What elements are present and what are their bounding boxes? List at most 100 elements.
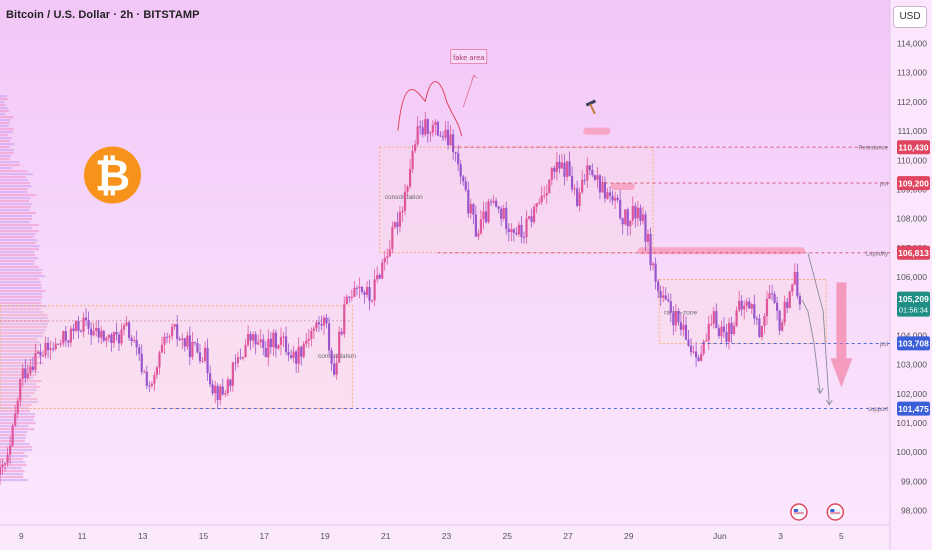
candle-body — [459, 164, 462, 177]
volume-profile-bar — [0, 392, 36, 395]
volume-profile-bar — [0, 353, 42, 356]
candle-body — [84, 317, 88, 321]
candle-body — [416, 126, 419, 145]
candle-body — [153, 374, 156, 384]
projection-path — [801, 299, 821, 394]
candle-body — [305, 340, 308, 344]
price-axis-background — [890, 0, 932, 550]
volume-profile-bar — [0, 200, 29, 203]
candle-body — [507, 228, 510, 233]
volume-profile-bar — [0, 218, 33, 221]
volume-profile-bar — [0, 221, 30, 224]
candle-body — [426, 119, 429, 134]
volume-profile-bar — [0, 461, 25, 464]
candle-body — [229, 379, 232, 386]
candle-body — [540, 195, 543, 203]
candle-body — [295, 351, 298, 364]
candle-body — [14, 413, 17, 426]
currency-button[interactable]: USD — [893, 6, 927, 28]
flag-canton — [793, 509, 798, 512]
volume-profile-bar — [0, 395, 32, 398]
candle-body — [252, 334, 255, 341]
candle-body — [684, 324, 688, 340]
candle-body — [292, 351, 295, 358]
candle-body — [406, 186, 409, 192]
candle-body — [196, 343, 199, 353]
volume-profile-bar — [0, 170, 28, 173]
candle-body — [358, 286, 361, 289]
candle-body — [168, 336, 171, 338]
candle-body — [277, 344, 280, 349]
x-tick-label: 23 — [442, 531, 452, 541]
candle-body — [705, 340, 708, 342]
candle-body — [249, 334, 252, 341]
volume-profile-bar — [0, 356, 43, 359]
candle-body — [322, 317, 326, 326]
candle-body — [383, 258, 386, 263]
fake-area-box — [450, 49, 488, 64]
level-label: support — [868, 407, 888, 413]
price-label-box — [897, 401, 930, 416]
candle-body — [677, 311, 680, 323]
volume-profile-bar — [0, 179, 29, 182]
volume-profile-bar — [0, 254, 36, 257]
candle-body — [634, 206, 637, 219]
volume-profile-bar — [0, 131, 13, 134]
countdown-text: 01:56:34 — [899, 306, 928, 315]
candle-body — [639, 207, 642, 221]
candle-body — [791, 284, 794, 292]
candle-body — [497, 206, 500, 209]
candle-body — [183, 338, 186, 347]
volume-profile-bar — [0, 371, 39, 374]
volume-profile-bar — [0, 188, 28, 191]
candle-body — [257, 342, 260, 345]
candle-body — [745, 301, 748, 306]
candle-body — [510, 229, 513, 233]
candle-body — [221, 386, 224, 395]
volume-profile-bar — [0, 449, 32, 452]
volume-profile-bar — [0, 137, 13, 140]
candle-body — [469, 204, 472, 214]
candle-body — [434, 121, 437, 125]
y-tick-label: 104,000 — [896, 330, 927, 340]
bitcoin-logo-icon: ₿ — [83, 146, 142, 204]
candle-body — [193, 341, 197, 344]
candle-body — [414, 144, 417, 152]
candle-body — [429, 132, 432, 134]
current-price-text: 105,209 — [898, 294, 929, 304]
candle-body — [689, 345, 693, 353]
candle-body — [107, 334, 110, 338]
candle-body — [158, 352, 161, 368]
candle-body — [644, 214, 647, 242]
candle-body — [654, 263, 657, 282]
projection — [801, 253, 853, 406]
volume-profile-bar — [0, 293, 43, 296]
candle-body — [614, 197, 617, 201]
candle-body — [500, 208, 503, 219]
volume-profile-bar — [0, 197, 31, 200]
x-tick-label: 25 — [503, 531, 513, 541]
candle-body — [140, 353, 143, 372]
candle-body — [753, 304, 756, 319]
flag-body — [830, 509, 841, 515]
hammer-handle — [589, 103, 596, 115]
volume-profile-bar — [0, 419, 34, 422]
candle-body — [563, 162, 566, 177]
candle-body — [444, 129, 447, 138]
candle-body — [201, 360, 204, 362]
candle-body — [495, 200, 498, 207]
candle-body — [765, 298, 769, 317]
y-tick-label: 100,000 — [896, 447, 927, 457]
candle-body — [353, 287, 356, 298]
volume-profile-bar — [0, 176, 26, 179]
candle-body — [457, 153, 460, 165]
candle-body — [348, 296, 351, 298]
x-tick-label: 19 — [320, 531, 330, 541]
volume-profile-bar — [0, 248, 39, 251]
candle-body — [90, 328, 93, 336]
candle-body — [21, 368, 24, 380]
candle-body — [269, 338, 272, 348]
candle-body — [515, 232, 518, 235]
